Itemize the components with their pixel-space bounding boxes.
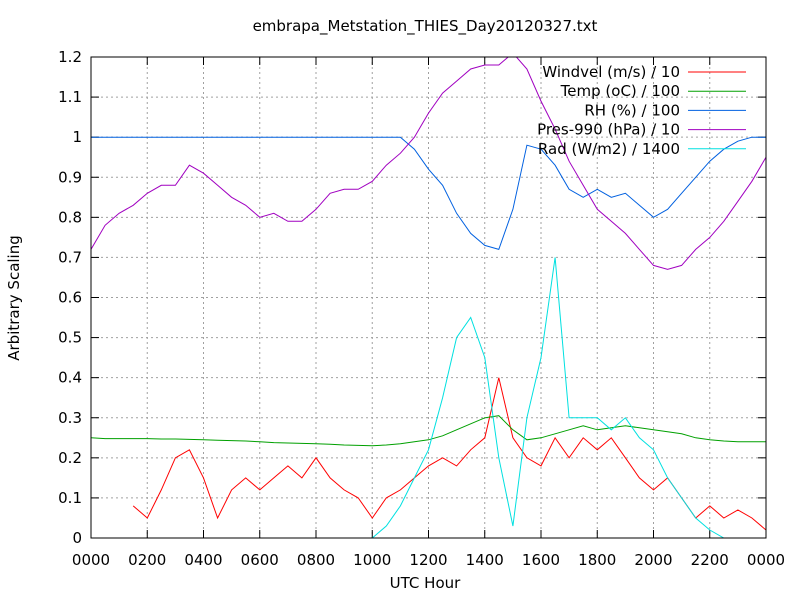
x-tick-label: 1800 [578,551,616,569]
series-line [91,415,766,447]
x-tick-label: 0000 [72,551,110,569]
y-tick-label: 1 [72,128,82,146]
x-tick-label: 1200 [409,551,447,569]
series-line [91,257,766,538]
y-tick-label: 0.3 [58,409,82,427]
x-tick-label: 0600 [241,551,279,569]
series-line [91,57,766,270]
y-tick-label: 0.2 [58,449,82,467]
y-tick-label: 0.1 [58,489,82,507]
y-tick-label: 0.9 [58,168,82,186]
x-tick-label: 2200 [691,551,729,569]
x-tick-label: 0400 [184,551,222,569]
x-tick-label: 0000 [747,551,785,569]
x-tick-label: 1000 [353,551,391,569]
y-tick-label: 1.2 [58,48,82,66]
series-line [132,377,766,531]
x-tick-label: 1600 [522,551,560,569]
legend-label: Temp (oC) / 100 [560,82,680,100]
x-axis-label: UTC Hour [390,574,461,592]
series-line [91,136,766,251]
y-tick-label: 0.8 [58,208,82,226]
x-tick-label: 0200 [128,551,166,569]
plot-border [90,56,767,539]
x-tick-label: 2000 [634,551,672,569]
legend-label: RH (%) / 100 [584,101,680,119]
chart-title: embrapa_Metstation_THIES_Day20120327.txt [253,17,598,36]
x-tick-label: 1400 [466,551,504,569]
x-tick-label: 0800 [297,551,335,569]
y-tick-label: 0 [72,529,82,547]
legend-label: Windvel (m/s) / 10 [542,63,680,81]
legend-label: Rad (W/m2) / 1400 [538,140,680,158]
y-axis-label: Arbitrary Scaling [5,235,23,361]
y-tick-label: 0.5 [58,329,82,347]
y-tick-label: 0.4 [58,369,82,387]
legend-label: Pres-990 (hPa) / 10 [537,121,680,139]
y-tick-label: 0.7 [58,248,82,266]
y-tick-label: 1.1 [58,88,82,106]
y-tick-label: 0.6 [58,289,82,307]
